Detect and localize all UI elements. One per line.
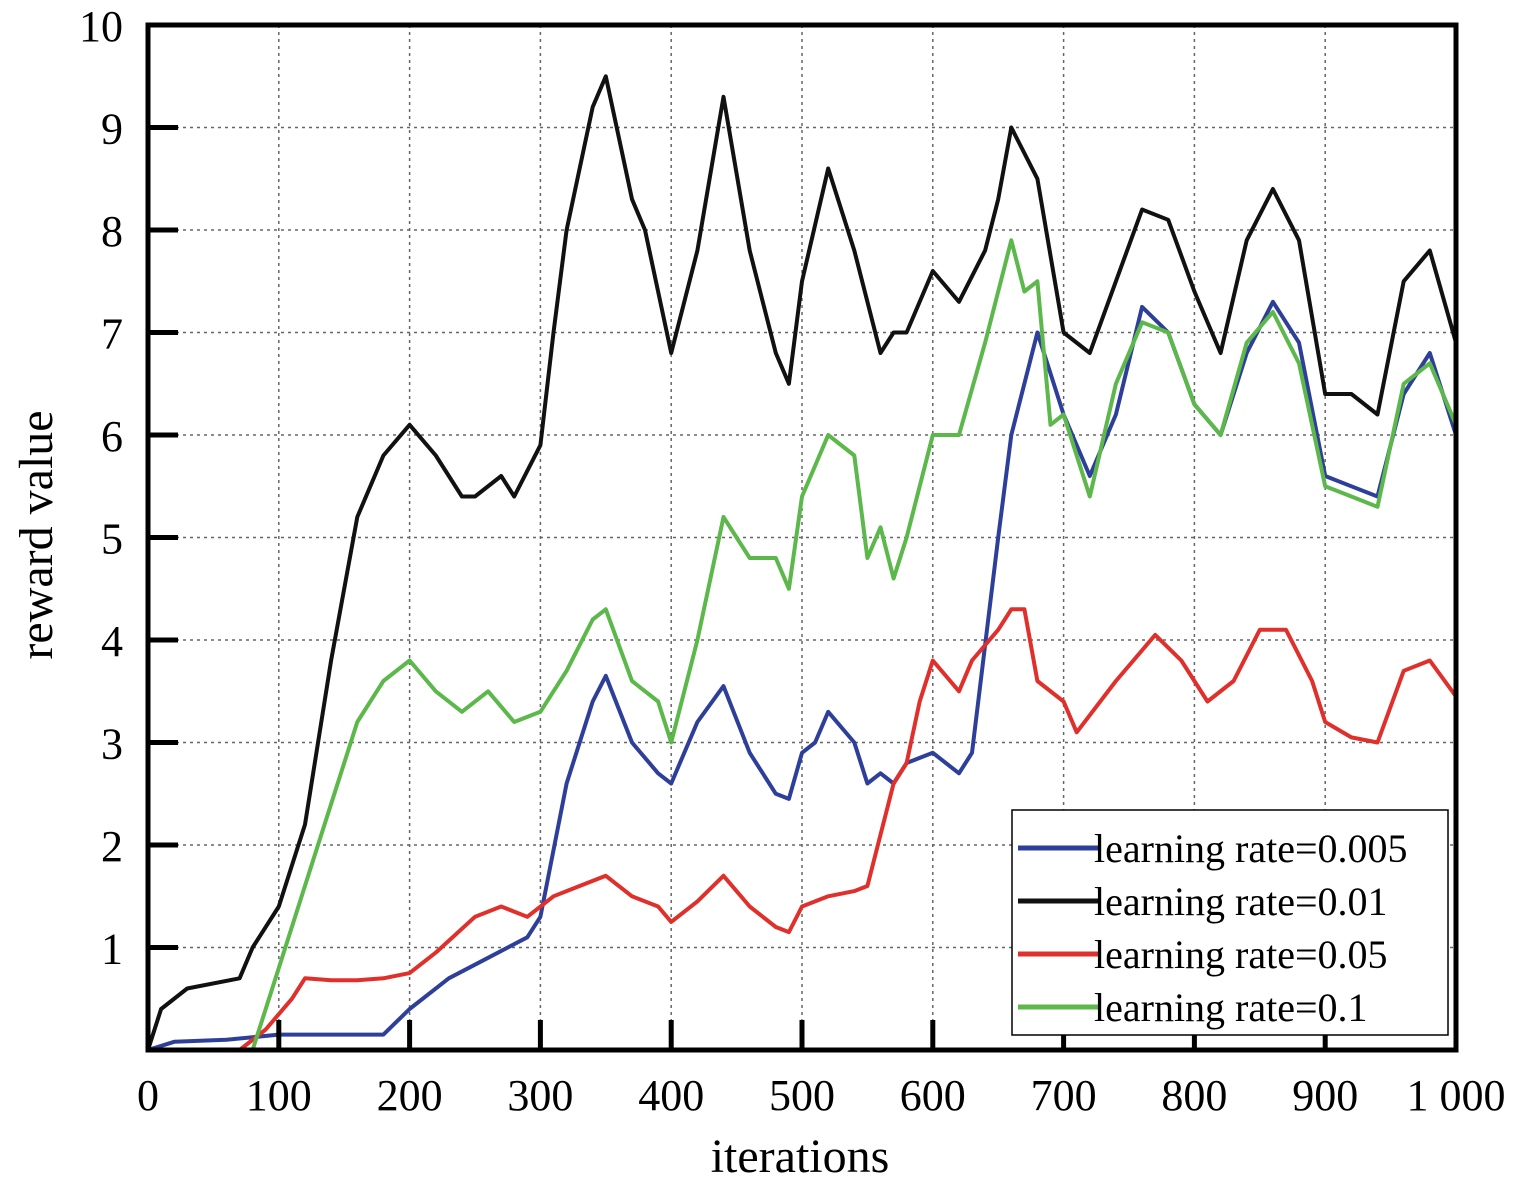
series-line-2 [146,74,1458,1051]
axis-ticks: 0 100 200 300 400 500 600 700 800 900 1 000 1 2 3 4 5 6 7… [79,2,1506,1120]
x-tick-label: 200 [377,1071,443,1120]
legend-label: learning rate=0.05 [1094,932,1388,977]
x-tick-label: 300 [507,1071,573,1120]
x-tick-label: 400 [638,1071,704,1120]
x-tick-label: 800 [1161,1071,1227,1120]
x-axis-label: iterations [711,1130,890,1183]
legend-label: learning rate=0.005 [1094,826,1408,871]
y-tick-label: 9 [101,105,123,154]
y-tick-label: 7 [101,310,123,359]
series-line-4 [148,238,1458,1052]
y-tick-label: 8 [101,207,123,256]
x-tick-label: 0 [137,1071,159,1120]
y-tick-label: 3 [101,720,123,769]
x-tick-label: 100 [246,1071,312,1120]
y-axis-label: reward value [10,410,63,659]
legend: learning rate=0.005 learning rate=0.01 lea… [1011,809,1449,1036]
legend-label: learning rate=0.01 [1094,879,1388,924]
x-tick-label: 600 [900,1071,966,1120]
legend-label: learning rate=0.1 [1094,985,1368,1030]
x-tick-label: 500 [769,1071,835,1120]
y-tick-label: 10 [79,2,123,51]
y-tick-label: 4 [101,617,123,666]
y-tick-label: 5 [101,515,123,564]
series-lines [146,74,1458,1052]
y-tick-label: 6 [101,412,123,461]
x-tick-label: 1 000 [1407,1071,1506,1120]
y-tick-label: 1 [101,925,123,974]
series-line-3 [148,607,1458,1052]
x-tick-label: 900 [1292,1071,1358,1120]
y-tick-label: 2 [101,822,123,871]
grid-lines [148,25,1456,1050]
x-tick-label: 700 [1031,1071,1097,1120]
